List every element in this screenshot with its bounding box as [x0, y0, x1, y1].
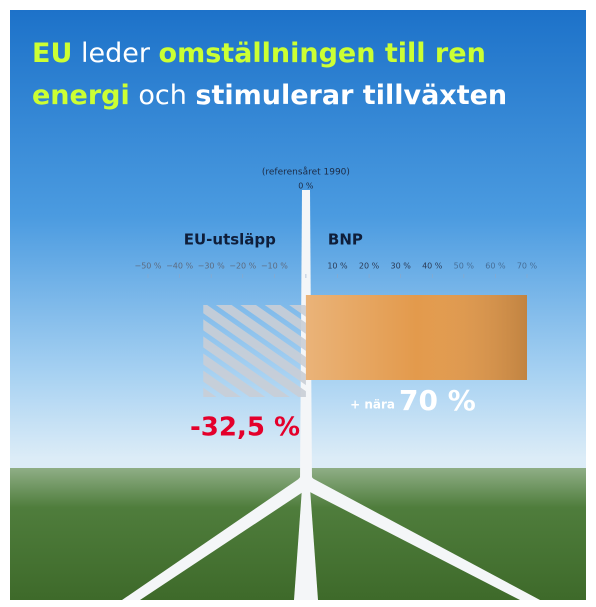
x-tick-label: 40 % — [422, 262, 443, 271]
value-label: -32,5 % — [190, 413, 300, 443]
x-tick-label: 50 % — [454, 262, 475, 271]
title-line: EU leder omställningen till ren — [32, 38, 486, 69]
x-tick-label: −30 % — [198, 262, 225, 271]
x-tick-label: −10 % — [261, 262, 288, 271]
x-tick-label: −20 % — [229, 262, 256, 271]
reference-note: (referensåret 1990) — [262, 167, 350, 178]
category-label: EU-utsläpp — [184, 231, 276, 249]
x-tick-label: 20 % — [359, 262, 380, 271]
category-label: BNP — [328, 231, 363, 249]
annotation: + nära — [350, 398, 395, 412]
x-tick-label: 60 % — [485, 262, 506, 271]
x-tick-label: 10 % — [327, 262, 348, 271]
bar — [203, 305, 306, 397]
infographic: EU leder omställningen till ren energi oc… — [0, 0, 596, 607]
title-part: stimulerar tillväxten — [195, 80, 507, 111]
title-part: energi — [32, 80, 130, 111]
title-part: EU — [32, 38, 72, 69]
x-tick-label: 0 % — [298, 182, 314, 191]
bar-shade — [306, 295, 527, 380]
x-tick-label: −50 % — [134, 262, 161, 271]
title-line: energi och stimulerar tillväxten — [32, 80, 507, 111]
title-part: och — [130, 80, 196, 111]
x-tick-label: 70 % — [517, 262, 538, 271]
x-tick-label: 30 % — [391, 262, 412, 271]
title-part: omställningen till ren — [159, 38, 486, 69]
x-tick-label: −40 % — [166, 262, 193, 271]
title-part: leder — [72, 38, 158, 69]
value-label: 70 % — [399, 384, 476, 417]
